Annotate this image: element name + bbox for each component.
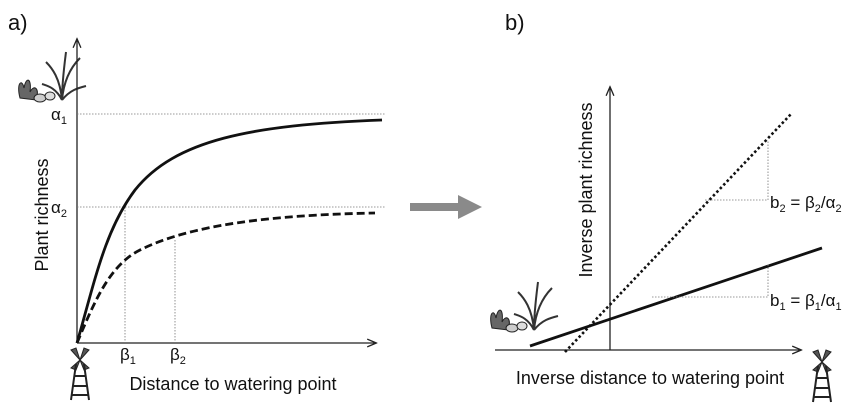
subscript: 1 <box>130 355 136 367</box>
panel-a: a) α1 α2 β1 β2 Plant richness Distance t… <box>8 10 385 400</box>
y-level-label: α1 <box>51 105 67 127</box>
y-level-label: α2 <box>51 198 67 220</box>
curve-solid <box>77 120 382 343</box>
subscript: 2 <box>180 355 186 367</box>
slope-label: b2 = β2/α2 <box>770 193 842 215</box>
plant-icon <box>19 52 86 102</box>
figure: a) α1 α2 β1 β2 Plant richness Distance t… <box>0 0 845 406</box>
slope-label: b1 = β1/α1 <box>770 291 842 313</box>
windmill-icon <box>71 348 89 400</box>
symbol: α <box>51 198 61 217</box>
curve-dashed <box>77 213 375 343</box>
panel-tag: b) <box>505 10 525 35</box>
transition-arrow <box>410 195 482 219</box>
subscript: 1 <box>61 115 67 127</box>
subscript: 1 <box>835 301 841 313</box>
symbol: = β <box>786 291 815 310</box>
symbol: /α <box>821 193 836 212</box>
symbol: b <box>770 291 779 310</box>
symbol: α <box>51 105 61 124</box>
symbol: = β <box>786 193 815 212</box>
x-level-label: β1 <box>120 345 136 367</box>
y-axis-label: Inverse plant richness <box>576 102 596 277</box>
subscript: 2 <box>61 208 67 220</box>
symbol: β <box>120 345 130 364</box>
y-axis-label: Plant richness <box>32 158 52 271</box>
windmill-icon <box>813 350 831 402</box>
symbol: /α <box>821 291 836 310</box>
panel-tag: a) <box>8 10 28 35</box>
symbol: β <box>170 345 180 364</box>
symbol: b <box>770 193 779 212</box>
x-axis-label: Inverse distance to watering point <box>516 368 784 388</box>
subscript: 2 <box>835 203 841 215</box>
x-axis-label: Distance to watering point <box>129 374 336 394</box>
x-level-label: β2 <box>170 345 186 367</box>
plant-icon <box>491 282 558 332</box>
line-dotted <box>565 113 792 352</box>
slope-guide <box>652 264 768 297</box>
panel-b: b) b2 = β2/α2 b1 = β1/α1 Inverse plant r… <box>491 10 842 402</box>
